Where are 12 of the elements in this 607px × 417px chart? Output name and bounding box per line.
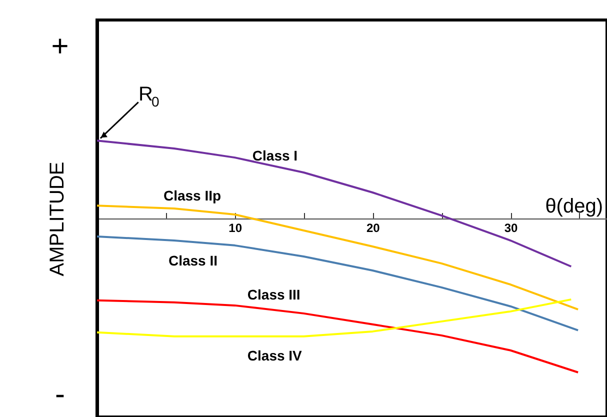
x-tick-label: 30 bbox=[504, 221, 518, 235]
text: + bbox=[51, 30, 69, 63]
x-tick-label: 10 bbox=[228, 221, 242, 235]
text: - bbox=[55, 378, 65, 411]
x-tick-label: 20 bbox=[366, 221, 380, 235]
series-label: Class IIp bbox=[163, 188, 222, 204]
series-label: Class I bbox=[252, 147, 298, 164]
series-label: Class III bbox=[247, 286, 300, 302]
series-label: Class IV bbox=[247, 347, 303, 364]
x-axis-title: θ(deg) bbox=[545, 196, 603, 218]
series-label: Class II bbox=[168, 252, 218, 268]
y-axis-title: AMPLITUDE bbox=[46, 162, 68, 276]
